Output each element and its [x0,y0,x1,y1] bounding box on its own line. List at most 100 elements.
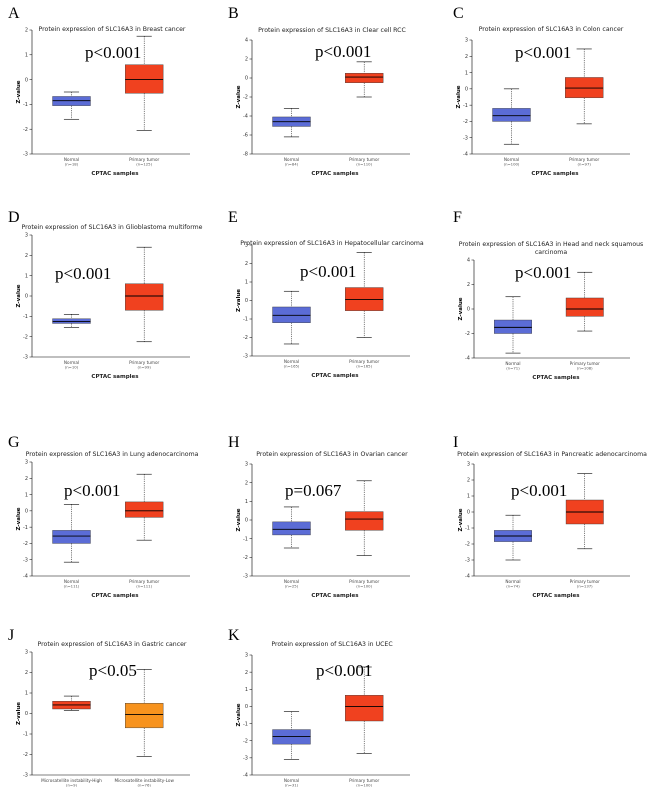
iqr-box [345,73,384,83]
y-tick-label: -3 [243,756,248,762]
y-axis-label: Z-value [458,508,464,531]
y-tick-label: 1 [467,494,470,500]
y-tick-label: 3 [465,38,468,44]
y-tick-label: 2 [245,480,248,486]
category-label: Primary tumor [349,157,379,162]
iqr-box [345,695,384,722]
x-axis-label: CPTAC samples [91,171,139,177]
box-second: Primary tumor(n=125) [125,35,164,167]
y-axis-label: Z-value [16,507,22,530]
p-value: p<0.001 [511,481,567,500]
box-second: Primary tumor(n=137) [565,473,604,589]
panel-title: Protein expression of SLC16A3 in Ovarian… [256,451,408,458]
box-first: Normal(n=71) [494,296,532,371]
iqr-box [272,306,311,323]
y-tick-label: 4 [245,38,248,44]
y-tick-label: -1 [23,732,28,738]
y-tick-label: -1 [23,314,28,320]
y-tick-label: 2 [25,670,28,676]
y-tick-label: 0 [245,518,248,524]
sample-count: (n=110) [356,162,372,167]
y-tick-label: 2 [245,261,248,267]
iqr-box [565,297,604,317]
panel-k: K Protein expression of SLC16A3 in UCEC p<… [228,627,410,787]
category-label: Normal [64,360,79,365]
y-tick-label: 0 [245,704,248,710]
y-tick-label: -1 [465,526,470,532]
sample-count: (n=97) [577,162,591,167]
box-first: Normal(n=25) [272,506,311,589]
y-tick-label: -2 [23,752,28,758]
box-first: Normal(n=165) [272,290,311,369]
y-axis-label: Z-value [236,85,242,108]
p-value: p<0.05 [89,661,137,680]
y-tick-label: 1 [245,687,248,693]
category-label: Primary tumor [349,359,379,364]
sample-count: (n=18) [65,162,79,167]
x-axis-label: CPTAC samples [532,593,580,599]
y-tick-label: -6 [243,133,248,139]
category-label: Primary tumor [570,361,600,366]
y-tick-label: 3 [467,462,470,468]
y-tick-label: -2 [465,542,470,548]
box-second: Primary tumor(n=100) [345,666,384,787]
y-tick-label: 3 [245,243,248,249]
panel-title: carcinoma [535,249,567,256]
panel-letter: G [8,434,20,451]
category-label: Normal [284,778,299,783]
p-value: p<0.001 [300,262,356,281]
panel-title: Protein expression of SLC16A3 in Lung ad… [26,451,199,458]
sample-count: (n=100) [504,162,520,167]
category-label: Primary tumor [129,579,159,584]
x-axis-label: CPTAC samples [91,374,139,380]
y-tick-label: -1 [23,102,28,108]
y-tick-label: -8 [243,152,248,158]
y-tick-label: -3 [23,773,28,779]
y-axis-label: Z-value [236,289,242,312]
panel-b: B Protein expression of SLC16A3 in Clear … [228,5,410,177]
y-tick-label: -3 [465,558,470,564]
category-label: Primary tumor [129,157,159,162]
p-value: p<0.001 [316,661,372,680]
box-second: Primary tumor(n=97) [565,48,604,167]
box-first: Normal(n=10) [52,313,91,370]
box-second: Primary tumor(n=108) [565,271,604,371]
p-value: p<0.001 [515,43,571,62]
sample-count: (n=100) [356,783,372,787]
category-label: Microsatellite instability-High [41,778,102,783]
category-label: Normal [284,359,299,364]
category-label: Normal [505,361,520,366]
category-label: Primary tumor [349,579,379,584]
y-tick-label: 1 [245,499,248,505]
category-label: Normal [505,579,520,584]
x-axis-label: CPTAC samples [311,171,359,177]
p-value: p<0.001 [515,263,571,282]
y-axis-label: Z-value [456,85,462,108]
y-tick-label: -2 [243,335,248,341]
panel-title: Protein expression of SLC16A3 in Breast … [39,26,186,33]
box-first: Normal(n=100) [492,88,531,167]
y-tick-label: -3 [243,574,248,580]
panel-letter: H [228,434,240,451]
y-tick-label: 0 [245,298,248,304]
p-value: p<0.001 [55,264,111,283]
y-tick-label: 3 [25,233,28,239]
panel-letter: D [8,209,20,226]
panel-title: Protein expression of SLC16A3 in Clear c… [258,27,406,34]
sample-count: (n=125) [136,162,152,167]
y-tick-label: -1 [243,317,248,323]
sample-count: (n=74) [506,584,520,589]
y-tick-label: 3 [245,462,248,468]
iqr-box [345,287,384,311]
sample-count: (n=111) [136,584,152,589]
p-value: p<0.001 [85,43,141,62]
box-first: Normal(n=111) [52,504,91,589]
iqr-box [125,703,164,729]
y-tick-label: -2 [243,95,248,101]
y-axis-label: Z-value [236,703,242,726]
y-tick-label: 4 [467,258,470,264]
y-tick-label: 3 [25,650,28,656]
y-tick-label: 0 [467,307,470,313]
y-tick-label: -4 [23,574,28,580]
y-tick-label: 1 [25,492,28,498]
